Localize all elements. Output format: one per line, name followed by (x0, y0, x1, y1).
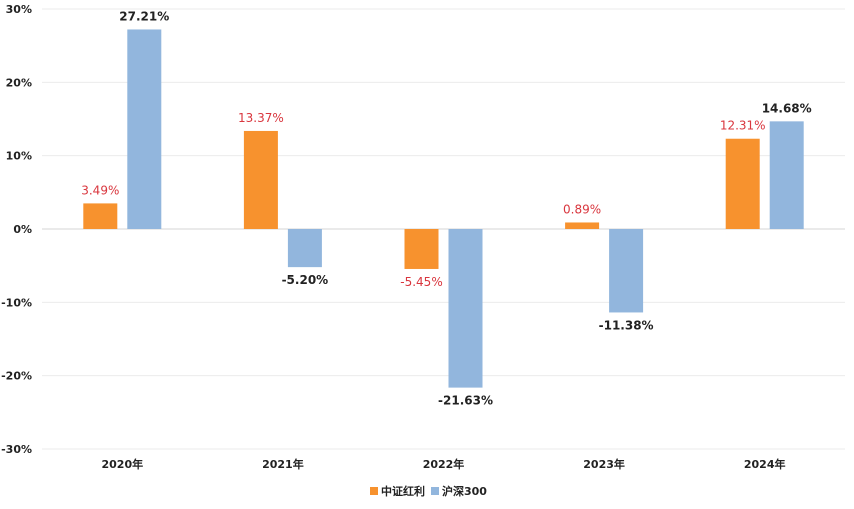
x-axis: 2020年 2021年 2022年 2023年 2024年 (101, 457, 785, 471)
bar-series-2 (609, 229, 644, 313)
data-label-series-2: -21.63% (438, 394, 493, 408)
data-label-series-1: 13.37% (238, 111, 284, 125)
x-tick-label: 2021年 (262, 457, 304, 471)
legend-label-series-1: 中证红利 (381, 484, 425, 498)
data-label-series-2: -5.20% (282, 273, 329, 287)
bar-series-2 (127, 29, 162, 230)
data-label-series-1: 3.49% (81, 183, 119, 197)
grid-lines (42, 8, 845, 450)
legend-swatch-series-2 (431, 487, 439, 495)
y-tick-label: 20% (6, 76, 32, 89)
y-tick-label: 10% (6, 150, 32, 163)
y-tick-label: 30% (6, 3, 32, 16)
data-label-series-2: 27.21% (119, 9, 169, 23)
bar-series-1 (565, 222, 600, 229)
legend-label-series-2: 沪深300 (442, 484, 487, 498)
bar-series-1 (404, 229, 439, 269)
bars (83, 29, 804, 388)
bar-series-1 (725, 138, 760, 229)
data-label-series-1: -5.45% (400, 275, 442, 289)
x-tick-label: 2023年 (583, 457, 625, 471)
bar-series-2 (287, 229, 322, 268)
bar-series-1 (83, 203, 118, 229)
bar-series-1 (243, 130, 278, 229)
data-label-series-1: 12.31% (720, 119, 766, 133)
y-tick-label: -30% (1, 443, 32, 456)
bar-series-2 (769, 121, 804, 229)
x-tick-label: 2020年 (101, 457, 143, 471)
y-tick-label: 0% (13, 223, 32, 236)
data-label-series-2: 14.68% (762, 101, 812, 115)
y-tick-label: -10% (1, 296, 32, 309)
x-tick-label: 2022年 (423, 457, 465, 471)
x-tick-label: 2024年 (744, 457, 786, 471)
y-axis: 30% 20% 10% 0% -10% -20% -30% (1, 3, 32, 456)
data-label-series-1: 0.89% (563, 202, 601, 216)
legend: 中证红利 沪深300 (370, 484, 487, 498)
legend-swatch-series-1 (370, 487, 378, 495)
data-labels: 3.49% 27.21% 13.37% -5.20% -5.45% -21.63% 0.89… (81, 9, 811, 407)
bar-series-2 (448, 229, 483, 388)
data-label-series-2: -11.38% (599, 318, 654, 332)
y-tick-label: -20% (1, 370, 32, 383)
